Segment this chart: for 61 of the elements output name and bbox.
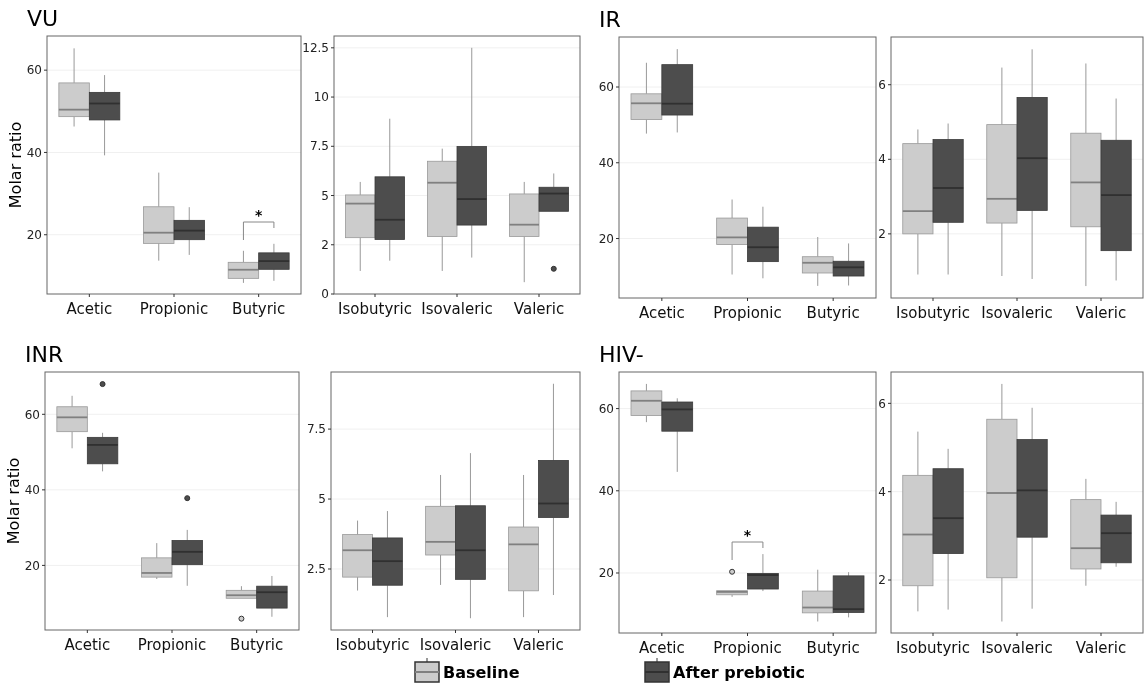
x-tick-label: Propionic [137, 636, 207, 654]
y-tick-label: 40 [598, 155, 614, 170]
annotation: * [255, 207, 263, 223]
x-tick-label: Isovaleric [419, 636, 492, 654]
y-tick-label: 7.5 [309, 139, 329, 154]
y-tick-label: 2 [878, 227, 886, 242]
chart-title: VU [27, 6, 59, 31]
y-tick-label: 6 [878, 396, 886, 411]
y-tick-label: 10 [313, 90, 329, 105]
x-tick-label: Valeric [1075, 304, 1127, 322]
x-tick-label: Isovaleric [981, 304, 1053, 322]
chart-title: IR [599, 7, 621, 32]
x-tick-label: Isobutyric [896, 639, 970, 657]
y-tick-label: 2 [321, 237, 329, 252]
y-tick-label: 20 [24, 558, 40, 573]
y-tick-label: 2.5 [306, 562, 326, 577]
x-tick-label: Isovaleric [981, 639, 1053, 657]
x-tick-label: Valeric [513, 636, 564, 654]
x-tick-label: Valeric [513, 300, 565, 318]
annotation: * [743, 527, 752, 543]
y-tick-label: 5 [318, 492, 326, 507]
y-tick-label: 7.5 [306, 422, 326, 437]
y-axis-title: Molar ratio [6, 121, 25, 209]
y-tick-label: 60 [598, 401, 614, 416]
x-tick-label: Acetic [66, 300, 113, 318]
x-tick-label: Propionic [139, 300, 209, 318]
y-tick-label: 60 [26, 63, 42, 78]
legend-label: Baseline [443, 663, 520, 682]
y-tick-label: 20 [26, 227, 42, 242]
y-tick-label: 40 [24, 483, 40, 498]
x-tick-label: Butyric [230, 636, 284, 654]
x-tick-label: Acetic [638, 639, 685, 657]
y-tick-label: 60 [598, 80, 614, 95]
x-tick-label: Propionic [713, 304, 782, 322]
x-tick-label: Propionic [713, 639, 782, 657]
chart-title: HIV- [599, 342, 644, 367]
x-tick-label: Butyric [806, 639, 860, 657]
x-tick-label: Valeric [1075, 639, 1127, 657]
x-tick-label: Acetic [638, 304, 685, 322]
y-tick-label: 20 [598, 566, 614, 581]
x-tick-label: Isobutyric [335, 636, 410, 654]
y-tick-label: 6 [878, 77, 886, 92]
y-tick-label: 4 [878, 484, 886, 499]
y-tick-label: 20 [598, 231, 614, 246]
y-tick-label: 12.5 [302, 41, 329, 56]
y-tick-label: 4 [878, 152, 886, 167]
y-tick-label: 0 [321, 287, 329, 302]
x-tick-label: Isobutyric [896, 304, 970, 322]
y-tick-label: 40 [26, 145, 42, 160]
x-tick-label: Isobutyric [338, 300, 412, 318]
x-tick-label: Butyric [806, 304, 860, 322]
y-axis-title: Molar ratio [4, 457, 23, 545]
y-tick-label: 5 [321, 188, 329, 203]
x-tick-label: Acetic [64, 636, 111, 654]
x-tick-label: Butyric [232, 300, 286, 318]
x-tick-label: Isovaleric [421, 300, 493, 318]
y-tick-label: 60 [24, 407, 40, 422]
legend-label: After prebiotic [673, 663, 806, 682]
chart-title: INR [25, 342, 64, 367]
y-tick-label: 2 [878, 573, 886, 588]
y-tick-label: 40 [598, 483, 614, 498]
